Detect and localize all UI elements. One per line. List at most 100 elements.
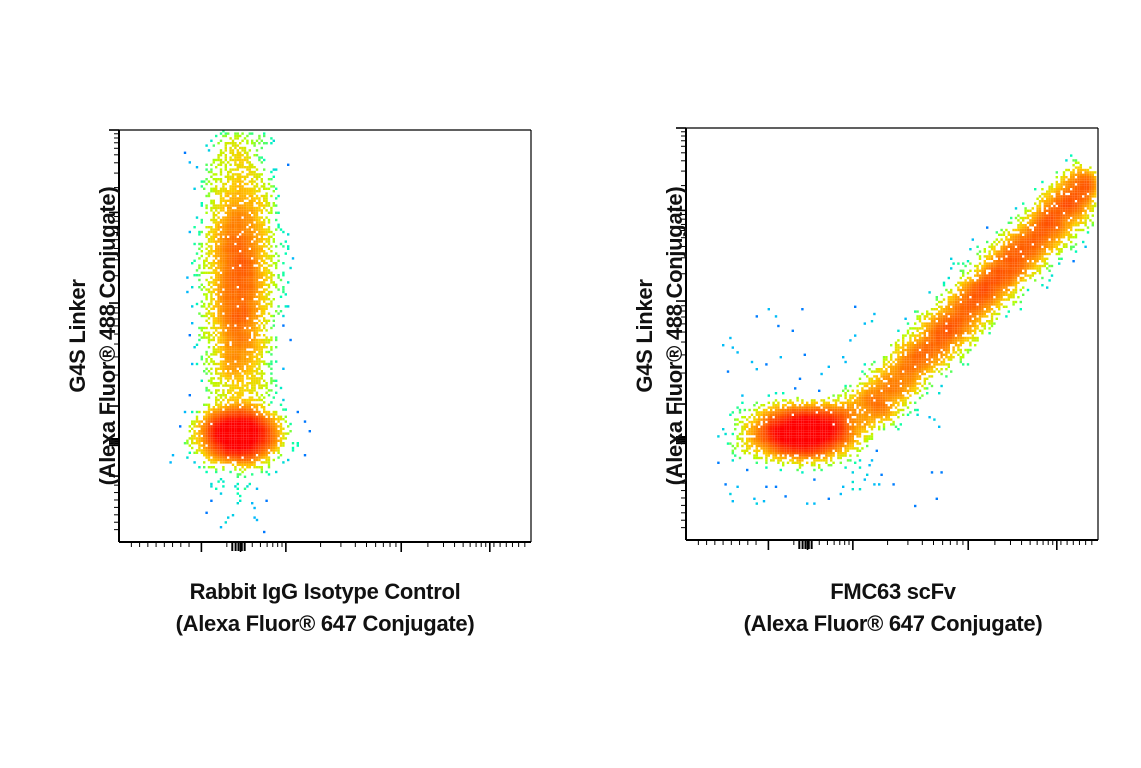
data-point xyxy=(1086,197,1090,200)
data-point xyxy=(260,403,263,406)
data-point xyxy=(246,432,249,435)
data-point xyxy=(255,425,259,428)
data-point xyxy=(217,350,220,354)
data-point xyxy=(1055,180,1058,184)
data-point xyxy=(263,454,266,457)
data-point xyxy=(265,252,268,255)
x-axis-label-line2: (Alexa Fluor® 647 Conjugate) xyxy=(175,611,475,636)
data-point xyxy=(1070,224,1073,227)
data-point xyxy=(255,154,259,157)
data-point xyxy=(212,410,215,414)
data-point xyxy=(251,326,254,330)
data-point xyxy=(255,221,259,224)
data-point xyxy=(1036,226,1039,229)
data-point xyxy=(988,276,991,280)
data-point xyxy=(227,391,230,394)
data-point xyxy=(224,348,227,351)
data-point xyxy=(248,281,251,284)
data-point xyxy=(1089,209,1092,212)
data-point xyxy=(243,312,247,315)
data-point xyxy=(195,420,199,423)
data-point xyxy=(246,204,249,207)
data-point xyxy=(222,336,225,339)
data-point xyxy=(227,259,230,262)
data-point xyxy=(253,259,256,262)
data-point xyxy=(241,240,244,243)
data-point xyxy=(983,281,986,284)
data-point xyxy=(1019,238,1022,241)
data-point xyxy=(222,221,225,224)
data-point xyxy=(978,274,982,277)
data-point xyxy=(976,298,979,301)
data-point xyxy=(971,279,974,282)
data-point xyxy=(210,367,213,370)
data-point xyxy=(243,175,247,178)
data-point xyxy=(219,365,223,368)
data-point xyxy=(1055,224,1058,227)
data-point xyxy=(241,305,244,308)
data-point xyxy=(952,293,955,296)
data-point xyxy=(258,300,261,303)
data-point xyxy=(251,389,254,392)
data-point xyxy=(248,295,251,298)
data-point xyxy=(243,283,247,286)
data-point xyxy=(227,374,230,378)
data-point xyxy=(1000,279,1003,282)
data-point xyxy=(1060,219,1063,222)
data-point xyxy=(995,269,998,272)
data-point xyxy=(1019,288,1022,292)
data-point xyxy=(203,336,206,339)
data-point xyxy=(222,190,225,193)
data-point xyxy=(219,442,223,445)
data-point xyxy=(981,298,984,301)
data-point xyxy=(227,161,230,164)
data-point xyxy=(1079,188,1082,191)
data-point xyxy=(1055,197,1058,200)
data-point xyxy=(236,266,239,270)
data-point xyxy=(260,250,263,253)
data-point xyxy=(212,408,215,411)
data-point xyxy=(1048,209,1051,212)
data-point xyxy=(258,324,261,327)
data-point xyxy=(1024,243,1027,246)
data-point xyxy=(998,269,1001,272)
data-point xyxy=(217,206,220,210)
data-point xyxy=(212,360,215,363)
data-point xyxy=(251,353,254,356)
data-point xyxy=(270,420,273,423)
data-point xyxy=(1094,180,1097,184)
data-point xyxy=(188,444,191,447)
data-point xyxy=(227,190,230,193)
data-point xyxy=(203,425,206,428)
data-point xyxy=(251,379,254,382)
data-point xyxy=(983,264,986,268)
data-point xyxy=(263,206,266,210)
data-point xyxy=(1036,269,1039,272)
data-point xyxy=(258,338,261,342)
data-point xyxy=(236,264,239,267)
data-point xyxy=(1065,226,1068,229)
data-point xyxy=(188,437,191,440)
data-point xyxy=(255,355,259,358)
data-point xyxy=(1024,250,1027,253)
data-point xyxy=(239,185,242,188)
data-point xyxy=(243,487,247,490)
data-point xyxy=(1012,296,1015,299)
data-point xyxy=(246,166,249,169)
data-point xyxy=(224,343,227,346)
data-point xyxy=(971,322,974,325)
data-point xyxy=(236,372,239,375)
data-point xyxy=(248,355,251,358)
data-point xyxy=(1041,192,1044,196)
data-point xyxy=(974,317,977,320)
data-point xyxy=(219,132,223,135)
data-point xyxy=(224,365,227,368)
data-point xyxy=(1084,171,1087,174)
data-point xyxy=(236,502,239,505)
data-point xyxy=(1053,214,1056,217)
data-point xyxy=(1082,214,1085,217)
data-point xyxy=(198,338,201,342)
data-point xyxy=(241,353,244,356)
data-point xyxy=(942,317,946,320)
data-point xyxy=(215,204,218,207)
